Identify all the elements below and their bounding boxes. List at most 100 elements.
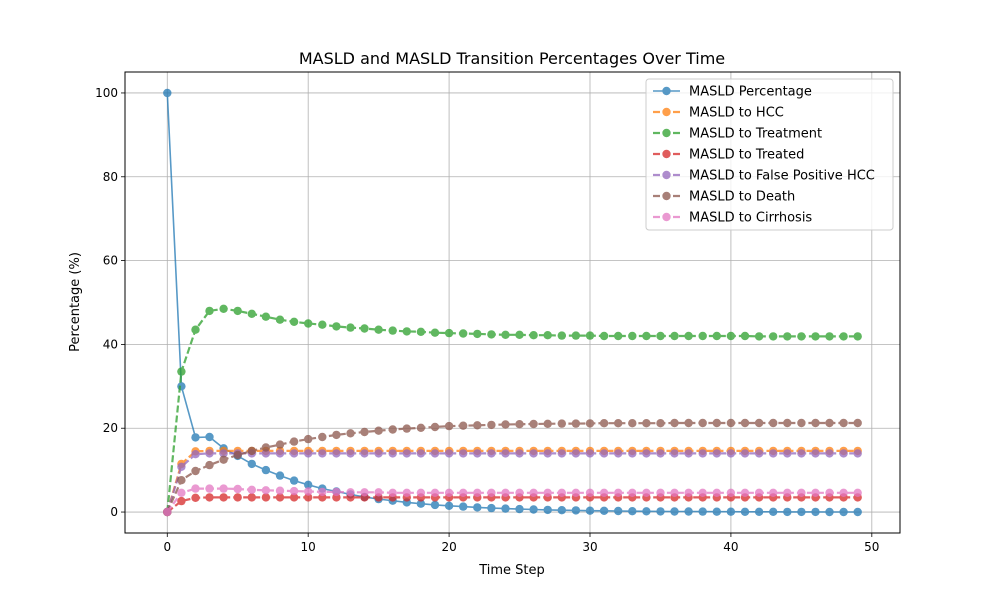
data-point — [346, 449, 355, 458]
x-tick-label: 10 — [301, 540, 316, 554]
data-point — [543, 419, 552, 428]
data-point — [797, 488, 806, 497]
y-tick-label: 20 — [103, 421, 118, 435]
data-point — [585, 331, 595, 340]
data-point — [444, 328, 454, 338]
data-point — [205, 432, 214, 442]
data-point — [839, 418, 848, 428]
data-point — [163, 507, 172, 517]
data-point — [628, 419, 637, 428]
data-point — [839, 507, 848, 517]
data-point — [374, 488, 383, 497]
data-point — [585, 506, 595, 515]
x-tick-label: 30 — [582, 540, 597, 554]
data-point — [740, 488, 750, 497]
data-point — [304, 480, 313, 489]
data-point — [459, 449, 468, 458]
data-point — [726, 488, 736, 497]
data-point — [247, 446, 256, 456]
data-point — [318, 487, 327, 497]
data-point — [388, 326, 397, 335]
data-point — [473, 488, 482, 497]
legend: MASLD Percentage MASLD to HCC MASLD to Tre… — [645, 78, 894, 231]
legend-marker — [662, 128, 671, 138]
data-point — [205, 306, 214, 316]
legend-box — [645, 78, 894, 231]
data-point — [247, 309, 256, 318]
legend-marker — [662, 149, 671, 159]
data-point — [416, 449, 426, 458]
data-point — [783, 332, 792, 341]
data-point — [571, 449, 581, 458]
legend-marker — [662, 86, 671, 96]
data-point — [670, 331, 679, 341]
data-point — [205, 484, 214, 493]
data-point — [614, 506, 623, 516]
data-point — [360, 449, 369, 458]
data-point — [529, 488, 538, 497]
data-point — [797, 332, 806, 341]
x-tick-label: 20 — [441, 540, 456, 554]
data-point — [416, 423, 426, 432]
data-point — [628, 488, 637, 497]
data-point — [205, 449, 214, 458]
data-point — [684, 488, 693, 497]
data-point — [642, 507, 651, 516]
data-point — [275, 486, 285, 495]
data-point — [430, 488, 440, 497]
data-point — [444, 449, 454, 458]
legend-marker — [662, 212, 671, 222]
legend-handle — [653, 86, 680, 96]
data-point — [571, 331, 581, 340]
data-point — [797, 418, 806, 428]
data-point — [853, 332, 862, 341]
data-point — [177, 488, 186, 497]
data-point — [515, 449, 524, 458]
data-point — [529, 331, 538, 340]
data-point — [656, 419, 665, 428]
data-point — [346, 323, 355, 332]
data-point — [473, 503, 482, 512]
data-point — [191, 433, 200, 442]
data-point — [557, 506, 566, 515]
data-point — [233, 306, 242, 316]
data-point — [642, 449, 651, 458]
data-point — [191, 450, 200, 459]
data-point — [177, 382, 186, 391]
legend-marker — [662, 191, 671, 201]
data-point — [769, 507, 778, 516]
chart-title: MASLD and MASLD Transition Percentages O… — [299, 49, 725, 68]
data-point — [275, 440, 285, 449]
data-point — [543, 505, 552, 515]
data-point — [712, 418, 721, 428]
data-point — [261, 443, 271, 452]
data-point — [459, 488, 468, 497]
data-point — [825, 418, 834, 428]
data-point — [642, 419, 651, 428]
data-point — [628, 449, 637, 458]
data-point — [416, 488, 426, 497]
data-point — [515, 420, 524, 429]
data-point — [332, 322, 341, 331]
data-point — [501, 449, 510, 458]
data-point — [515, 330, 524, 339]
x-axis-label: Time Step — [478, 563, 545, 578]
data-point — [754, 507, 764, 516]
data-point — [233, 450, 242, 460]
legend-label: MASLD to False Positive HCC — [689, 169, 875, 184]
data-point — [698, 449, 707, 458]
data-point — [557, 331, 566, 340]
data-point — [177, 367, 186, 376]
data-point — [459, 329, 468, 338]
data-point — [501, 488, 510, 497]
data-point — [402, 449, 411, 458]
data-point — [402, 488, 411, 497]
data-point — [205, 493, 214, 502]
data-point — [853, 507, 862, 517]
data-point — [289, 437, 299, 446]
data-point — [360, 324, 369, 333]
data-point — [430, 449, 440, 458]
data-point — [783, 449, 792, 458]
data-point — [360, 488, 369, 497]
